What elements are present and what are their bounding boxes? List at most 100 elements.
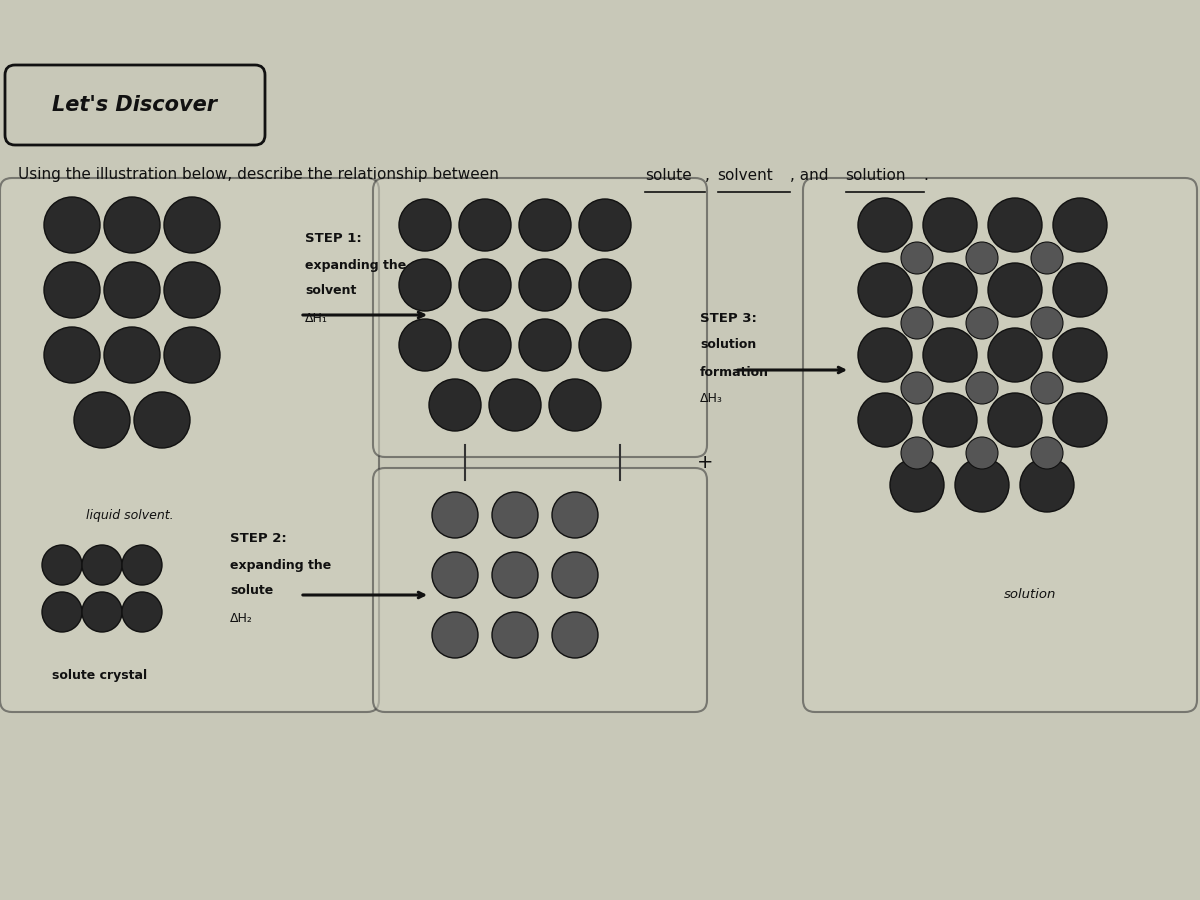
Text: ,: , <box>706 167 715 183</box>
Circle shape <box>1020 458 1074 512</box>
Circle shape <box>966 372 998 404</box>
Text: solvent: solvent <box>718 167 774 183</box>
Circle shape <box>923 328 977 382</box>
Circle shape <box>901 242 934 274</box>
Circle shape <box>42 545 82 585</box>
Circle shape <box>134 392 190 448</box>
Text: expanding the: expanding the <box>230 559 331 572</box>
Text: solute crystal: solute crystal <box>53 669 148 681</box>
Text: Let's Discover: Let's Discover <box>53 95 217 115</box>
Circle shape <box>122 545 162 585</box>
Circle shape <box>490 379 541 431</box>
Circle shape <box>901 372 934 404</box>
Circle shape <box>901 437 934 469</box>
Circle shape <box>552 552 598 598</box>
Circle shape <box>955 458 1009 512</box>
FancyBboxPatch shape <box>373 178 707 457</box>
Circle shape <box>580 319 631 371</box>
Circle shape <box>44 197 100 253</box>
Circle shape <box>458 319 511 371</box>
Circle shape <box>432 612 478 658</box>
Circle shape <box>1031 307 1063 339</box>
Text: solution: solution <box>846 167 906 183</box>
Circle shape <box>988 263 1042 317</box>
Circle shape <box>890 458 944 512</box>
Circle shape <box>552 612 598 658</box>
Text: solvent: solvent <box>305 284 356 296</box>
Circle shape <box>1031 372 1063 404</box>
Circle shape <box>1054 328 1108 382</box>
Circle shape <box>74 392 130 448</box>
Circle shape <box>988 328 1042 382</box>
Circle shape <box>858 198 912 252</box>
Circle shape <box>580 199 631 251</box>
FancyBboxPatch shape <box>5 65 265 145</box>
Circle shape <box>82 545 122 585</box>
Circle shape <box>492 612 538 658</box>
Text: formation: formation <box>700 365 769 379</box>
Circle shape <box>1054 198 1108 252</box>
Text: liquid solvent.: liquid solvent. <box>86 508 174 521</box>
Circle shape <box>164 262 220 318</box>
Circle shape <box>398 259 451 311</box>
Text: STEP 2:: STEP 2: <box>230 532 287 544</box>
Circle shape <box>923 198 977 252</box>
Circle shape <box>901 307 934 339</box>
Circle shape <box>398 199 451 251</box>
Text: STEP 3:: STEP 3: <box>700 311 757 325</box>
Circle shape <box>104 197 160 253</box>
Circle shape <box>858 328 912 382</box>
Text: solution: solution <box>1004 589 1056 601</box>
Circle shape <box>552 492 598 538</box>
Circle shape <box>858 263 912 317</box>
Text: STEP 1:: STEP 1: <box>305 231 361 245</box>
FancyBboxPatch shape <box>0 178 379 712</box>
Circle shape <box>966 437 998 469</box>
Circle shape <box>988 198 1042 252</box>
Circle shape <box>520 199 571 251</box>
Circle shape <box>1031 437 1063 469</box>
Circle shape <box>858 393 912 447</box>
Circle shape <box>966 307 998 339</box>
Circle shape <box>164 197 220 253</box>
Text: solute: solute <box>644 167 691 183</box>
Circle shape <box>432 552 478 598</box>
Text: Using the illustration below, describe the relationship between: Using the illustration below, describe t… <box>18 167 504 183</box>
Circle shape <box>492 492 538 538</box>
Circle shape <box>988 393 1042 447</box>
Text: ΔH₁: ΔH₁ <box>305 311 328 325</box>
Circle shape <box>580 259 631 311</box>
Circle shape <box>430 379 481 431</box>
Text: ΔH₂: ΔH₂ <box>230 611 253 625</box>
Text: expanding the: expanding the <box>305 258 407 272</box>
Circle shape <box>520 319 571 371</box>
Circle shape <box>42 592 82 632</box>
Circle shape <box>104 262 160 318</box>
Circle shape <box>492 552 538 598</box>
Circle shape <box>458 259 511 311</box>
Circle shape <box>164 327 220 383</box>
Circle shape <box>122 592 162 632</box>
Circle shape <box>966 242 998 274</box>
Circle shape <box>44 262 100 318</box>
Circle shape <box>82 592 122 632</box>
Text: solute: solute <box>230 583 274 597</box>
Circle shape <box>1054 263 1108 317</box>
Text: solution: solution <box>700 338 756 352</box>
Circle shape <box>550 379 601 431</box>
Text: , and: , and <box>790 167 833 183</box>
Text: +: + <box>697 453 713 472</box>
Text: .: . <box>924 167 929 183</box>
Circle shape <box>432 492 478 538</box>
Circle shape <box>104 327 160 383</box>
Circle shape <box>44 327 100 383</box>
FancyBboxPatch shape <box>803 178 1198 712</box>
FancyBboxPatch shape <box>373 468 707 712</box>
Circle shape <box>923 263 977 317</box>
Circle shape <box>398 319 451 371</box>
Circle shape <box>520 259 571 311</box>
Circle shape <box>1054 393 1108 447</box>
Text: ΔH₃: ΔH₃ <box>700 392 722 406</box>
Circle shape <box>923 393 977 447</box>
Circle shape <box>458 199 511 251</box>
